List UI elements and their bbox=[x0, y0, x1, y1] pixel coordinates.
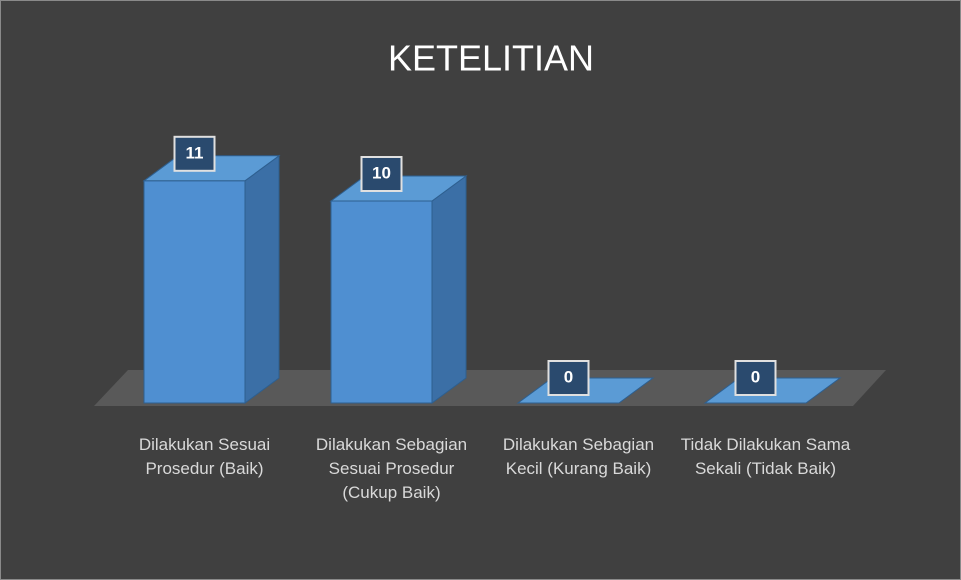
x-tick-label: Dilakukan Sebagian Sesuai Prosedur (Cuku… bbox=[315, 435, 468, 502]
value-label: 0 bbox=[751, 367, 760, 386]
x-tick-label: Dilakukan Sesuai Prosedur (Baik) bbox=[138, 435, 271, 478]
value-label-box bbox=[547, 360, 590, 396]
x-tick-label: Tidak Dilakukan Sama Sekali (Tidak Baik) bbox=[680, 435, 851, 478]
value-label: 0 bbox=[564, 367, 573, 386]
bar-front bbox=[330, 200, 433, 404]
value-label-box bbox=[173, 135, 216, 172]
value-label: 11 bbox=[186, 143, 204, 162]
bar bbox=[142, 154, 281, 404]
bar-side bbox=[244, 154, 280, 404]
x-tick-label: Dilakukan Sebagian Kecil (Kurang Baik) bbox=[502, 435, 655, 478]
value-label-box bbox=[360, 156, 403, 192]
chart-title: KETELITIAN bbox=[388, 38, 594, 79]
floor bbox=[94, 370, 886, 406]
value-label-box bbox=[734, 360, 777, 396]
bar bbox=[329, 175, 468, 404]
bar-side bbox=[431, 175, 467, 404]
value-label: 10 bbox=[372, 163, 391, 182]
bar-front bbox=[143, 180, 246, 404]
